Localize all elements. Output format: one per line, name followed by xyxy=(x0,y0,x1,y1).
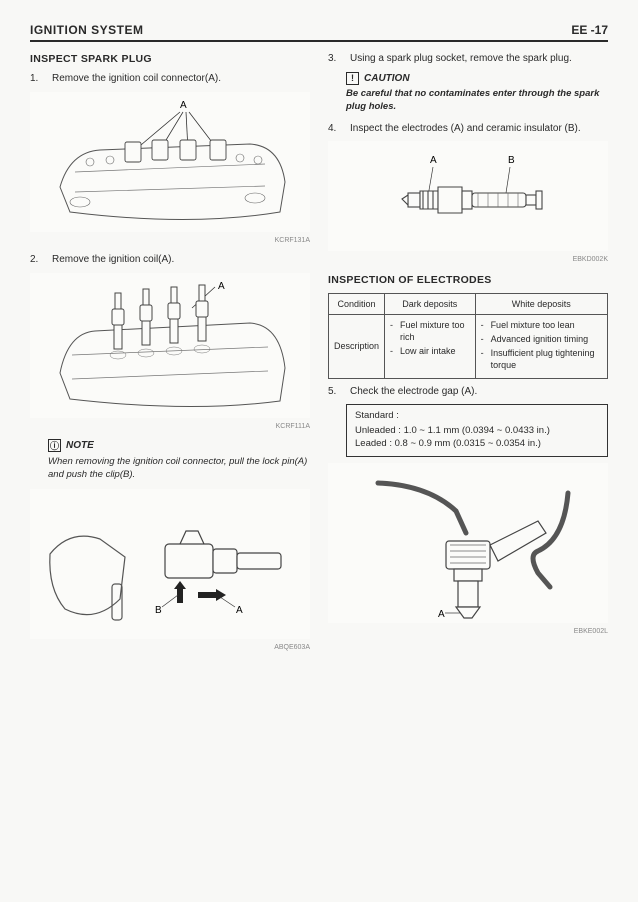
figure-code: EBKE002L xyxy=(328,627,608,636)
step-text: Remove the ignition coil connector(A). xyxy=(52,72,310,86)
note-icon: ⓘ xyxy=(48,439,61,452)
label-b: B xyxy=(508,155,515,166)
figure-code: KCRF131A xyxy=(30,236,310,245)
standard-box: Standard : Unleaded : 1.0 ~ 1.1 mm (0.03… xyxy=(346,404,608,456)
step-text: Remove the ignition coil(A). xyxy=(52,253,310,267)
step-text: Using a spark plug socket, remove the sp… xyxy=(350,52,608,66)
label-a: A xyxy=(438,609,445,620)
step-1: 1. Remove the ignition coil connector(A)… xyxy=(30,72,310,86)
step-number: 4. xyxy=(328,122,342,136)
electrodes-table: Condition Dark deposits White deposits D… xyxy=(328,293,608,379)
list-item: Fuel mixture too rich xyxy=(390,319,470,343)
step-3: 3. Using a spark plug socket, remove the… xyxy=(328,52,608,66)
list-item: Insufficient plug tightening torque xyxy=(481,347,602,371)
step-4: 4. Inspect the electrodes (A) and cerami… xyxy=(328,122,608,136)
list-item: Fuel mixture too lean xyxy=(481,319,602,331)
col-white: White deposits xyxy=(475,293,607,314)
label-a: A xyxy=(236,605,243,616)
figure-spark-plug: A B xyxy=(328,141,608,251)
note-box: ⓘ NOTE When removing the ignition coil c… xyxy=(48,439,310,481)
col-dark: Dark deposits xyxy=(385,293,476,314)
figure-connector: B A xyxy=(30,489,310,639)
dark-cell: Fuel mixture too rich Low air intake xyxy=(385,315,476,379)
note-body: When removing the ignition coil connecto… xyxy=(48,456,310,482)
label-a: A xyxy=(218,281,225,292)
figure-code: ABQE603A xyxy=(30,643,310,652)
label-a: A xyxy=(430,155,437,166)
page-number: EE -17 xyxy=(571,22,608,38)
figure-code: EBKD002K xyxy=(328,255,608,264)
standard-line: Unleaded : 1.0 ~ 1.1 mm (0.0394 ~ 0.0433… xyxy=(355,425,599,438)
caution-body: Be careful that no contaminates enter th… xyxy=(346,88,608,114)
white-cell: Fuel mixture too lean Advanced ignition … xyxy=(475,315,607,379)
list-item: Low air intake xyxy=(390,345,470,357)
caution-title: CAUTION xyxy=(364,72,410,86)
step-text: Inspect the electrodes (A) and ceramic i… xyxy=(350,122,608,136)
caution-icon: ! xyxy=(346,72,359,85)
row-label: Description xyxy=(329,315,385,379)
figure-engine-top: A xyxy=(30,92,310,232)
step-number: 1. xyxy=(30,72,44,86)
content-columns: INSPECT SPARK PLUG 1. Remove the ignitio… xyxy=(30,52,608,661)
step-text: Check the electrode gap (A). xyxy=(350,385,608,399)
caution-box: ! CAUTION Be careful that no contaminate… xyxy=(346,72,608,114)
standard-line: Leaded : 0.8 ~ 0.9 mm (0.0315 ~ 0.0354 i… xyxy=(355,438,599,451)
label-a: A xyxy=(180,100,187,111)
figure-gap-check: A xyxy=(328,463,608,623)
header-title: IGNITION SYSTEM xyxy=(30,22,144,38)
figure-code: KCRF111A xyxy=(30,422,310,431)
list-item: Advanced ignition timing xyxy=(481,333,602,345)
page-header: IGNITION SYSTEM EE -17 xyxy=(30,22,608,42)
figure-coil-remove: A xyxy=(30,273,310,418)
col-condition: Condition xyxy=(329,293,385,314)
label-b: B xyxy=(155,605,162,616)
inspect-spark-plug-heading: INSPECT SPARK PLUG xyxy=(30,52,310,66)
left-column: INSPECT SPARK PLUG 1. Remove the ignitio… xyxy=(30,52,310,661)
note-title: NOTE xyxy=(66,439,94,453)
step-number: 5. xyxy=(328,385,342,399)
standard-title: Standard : xyxy=(355,410,599,423)
right-column: 3. Using a spark plug socket, remove the… xyxy=(328,52,608,661)
step-5: 5. Check the electrode gap (A). xyxy=(328,385,608,399)
table-row: Description Fuel mixture too rich Low ai… xyxy=(329,315,608,379)
table-row: Condition Dark deposits White deposits xyxy=(329,293,608,314)
step-2: 2. Remove the ignition coil(A). xyxy=(30,253,310,267)
electrodes-heading: INSPECTION OF ELECTRODES xyxy=(328,273,608,287)
step-number: 3. xyxy=(328,52,342,66)
step-number: 2. xyxy=(30,253,44,267)
